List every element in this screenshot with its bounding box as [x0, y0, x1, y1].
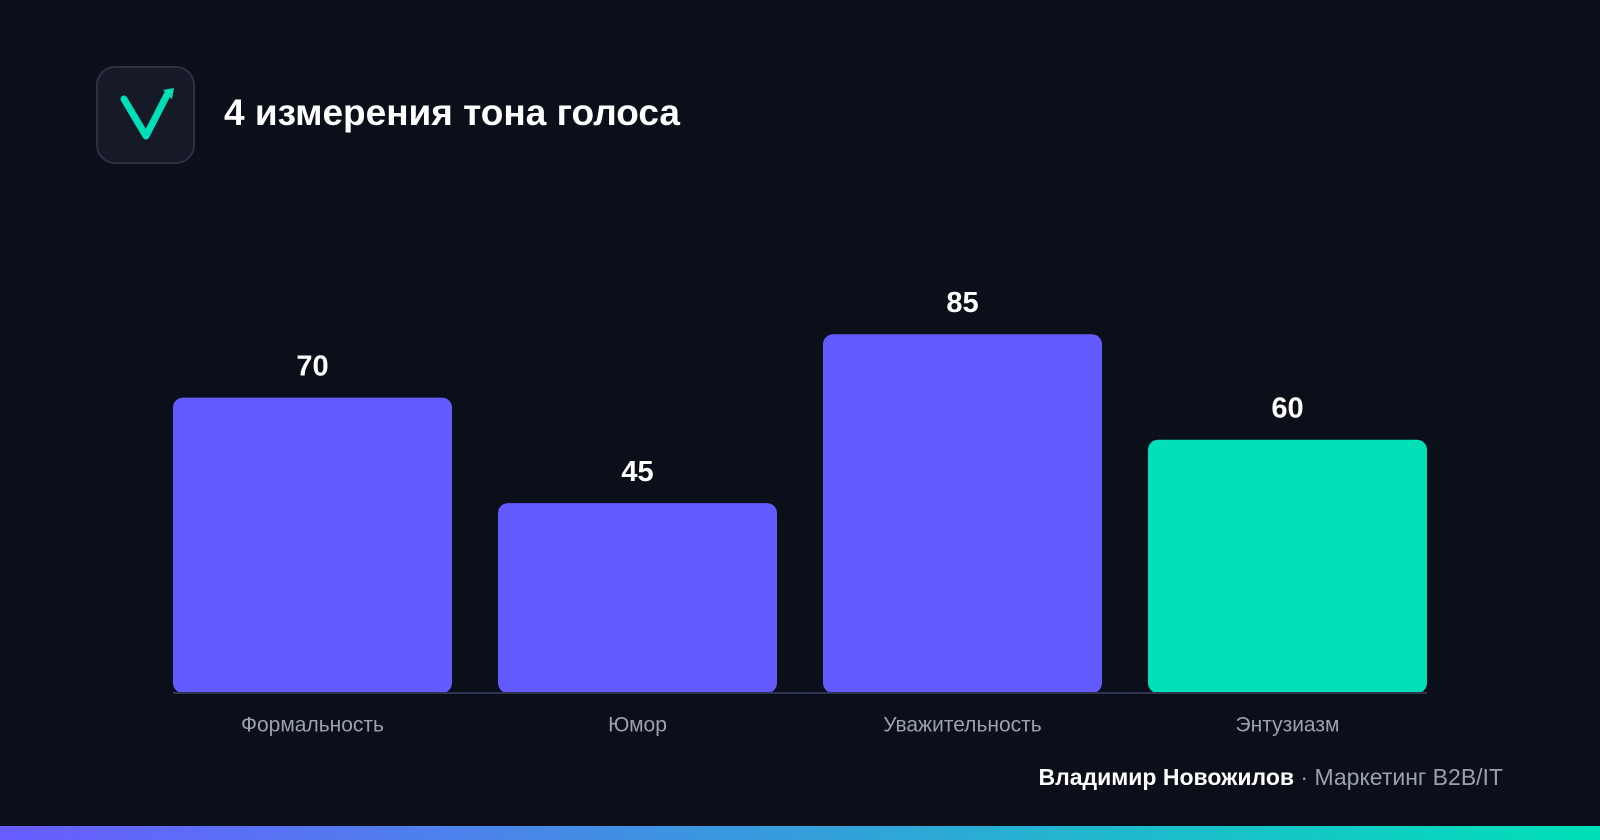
bar [173, 397, 452, 693]
x-tick-label: Юмор [608, 714, 667, 737]
value-label: 85 [946, 287, 978, 319]
logo-arrow [163, 88, 174, 99]
value-label: 60 [1271, 392, 1303, 424]
bar [1148, 439, 1427, 693]
author: Владимир Новожилов [1038, 764, 1295, 790]
x-tick-label: Уважительность [883, 714, 1041, 737]
footer: Владимир Новожилов · Маркетинг B2B/IT [1039, 764, 1504, 791]
value-label: 45 [621, 456, 653, 488]
bar [823, 334, 1102, 693]
x-tick-label: Энтузиазм [1236, 714, 1340, 737]
logo-box [96, 66, 195, 164]
gradient-bar [0, 826, 1600, 840]
value-label: 70 [296, 350, 328, 382]
tagline: · Маркетинг B2B/IT [1300, 764, 1503, 790]
x-tick-label: Формальность [241, 714, 384, 737]
chart-title: 4 измерения тона голоса [224, 92, 680, 133]
logo-check [120, 91, 171, 140]
bar [498, 503, 777, 693]
